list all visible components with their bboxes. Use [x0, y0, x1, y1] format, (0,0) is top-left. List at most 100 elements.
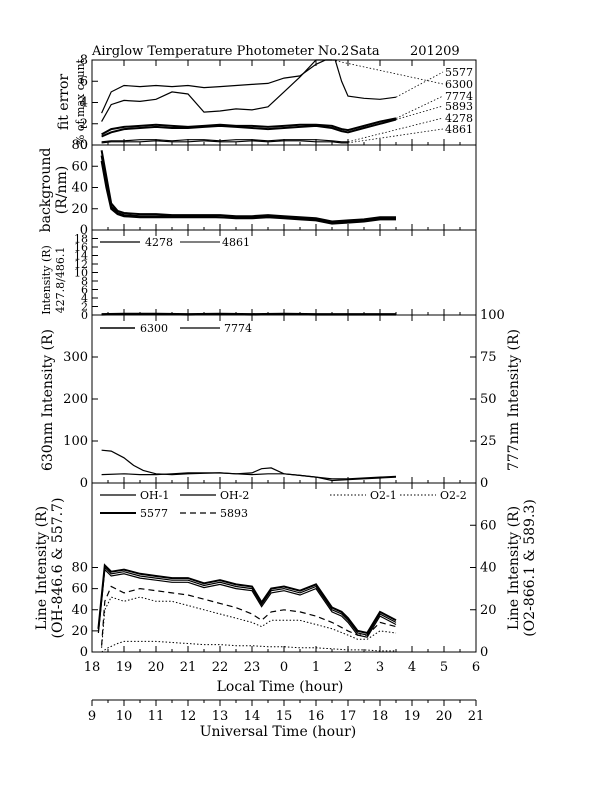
fit-error-legend-5893: 5893 — [445, 100, 473, 113]
panel-1-ytick-label-left: 20 — [71, 202, 88, 217]
universal-time-tick-label: 15 — [276, 709, 293, 724]
panel-2-ytick-label-left: 8 — [81, 275, 88, 288]
line-intensity-series-O2-1 — [101, 640, 396, 653]
panel-2-ytick-label-left: 2 — [81, 301, 88, 314]
background-ylabel-line1: background — [38, 148, 54, 233]
background-series-6300 — [100, 155, 396, 224]
line-intensity-series-5893 — [101, 585, 397, 646]
universal-time-tick-label: 10 — [116, 709, 133, 724]
panel-2-ytick-label-left: 18 — [74, 233, 88, 246]
fit-error-legend-6300: 6300 — [445, 78, 473, 91]
panel-2-ytick-label-left: 12 — [74, 258, 88, 271]
universal-time-tick-label: 17 — [340, 709, 357, 724]
local-time-tick-label: 4 — [408, 660, 416, 675]
local-time-tick-label: 23 — [244, 660, 261, 675]
chart-title-date: 201209 — [410, 44, 460, 59]
blue-intensity-ylabel: Intensity (R) 427.8/486.1 — [40, 245, 67, 315]
universal-time-tick-label: 13 — [212, 709, 229, 724]
line-intensity-ylabel-left-line2: (OH-846.6 & 557.7) — [50, 498, 66, 639]
line-intensity-legend-label-O2-2: O2-2 — [440, 489, 467, 502]
panel-2-ytick-label-left: 4 — [81, 292, 88, 305]
local-time-tick-label: 1 — [312, 660, 320, 675]
fit-error-ylabel-line2: % of max count — [74, 58, 87, 145]
panel-1-ytick-label-left: 0 — [80, 223, 88, 238]
fit-error-ylabel: fit error % of max count — [56, 58, 87, 145]
local-time-tick-label: 5 — [440, 660, 448, 675]
panel-0-ytick-label-left: 8 — [80, 53, 88, 68]
line-intensity-legend-label-OH-2: OH-2 — [220, 489, 249, 502]
panel-4-ytick-label-left: 60 — [71, 582, 88, 597]
local-time-axis-label: Local Time (hour) — [217, 679, 344, 695]
fit-error-series-4861 — [101, 140, 348, 144]
universal-time-axis-label: Universal Time (hour) — [200, 724, 357, 740]
line-intensity-ylabel-right-line2: (O2-866.1 & 589.3) — [522, 499, 538, 637]
background-ylabel-line2: (R/nm) — [54, 166, 70, 214]
local-time-tick-label: 2 — [344, 660, 352, 675]
fit-error-legend-7774: 7774 — [445, 90, 473, 103]
local-time-tick-label: 18 — [84, 660, 101, 675]
panel-3-ytick-label-left: 0 — [80, 476, 88, 491]
panel-3-ytick-label-left: 300 — [63, 350, 88, 365]
line-intensity-ylabel-left: Line Intensity (R) (OH-846.6 & 557.7) — [34, 498, 66, 639]
panel-0-ytick-label-left: 4 — [80, 96, 88, 111]
fit-error-leader-5893 — [395, 105, 444, 120]
local-time-tick-label: 22 — [212, 660, 229, 675]
fit-error-series-4278 — [101, 139, 348, 143]
blue-intensity-series-4861 — [101, 313, 396, 316]
panel-3-ytick-label-left: 100 — [63, 434, 88, 449]
fit-error-legend-4861: 4861 — [445, 123, 473, 136]
panel-2-ytick-label-left: 6 — [81, 284, 88, 297]
panel-4-ytick-label-right: 40 — [480, 561, 497, 576]
line-intensity-legend-label-5893: 5893 — [220, 507, 248, 520]
local-time-tick-label: 6 — [472, 660, 480, 675]
panel-2-ytick-label-left: 16 — [74, 241, 88, 254]
line-intensity-ylabel-right-line1: Line Intensity (R) — [506, 506, 522, 630]
panel-0-ytick-label-left: 0 — [80, 138, 88, 153]
universal-time-tick-label: 21 — [468, 709, 485, 724]
universal-time-tick-label: 11 — [148, 709, 165, 724]
universal-time-tick-label: 14 — [244, 709, 261, 724]
panel-3-ytick-label-right: 100 — [480, 308, 505, 323]
panel-4-ytick-label-left: 20 — [71, 624, 88, 639]
blue-intensity-ylabel-line1: Intensity (R) — [40, 245, 53, 315]
fit-error-legend-5577: 5577 — [445, 66, 473, 79]
fit-error-leader-4278 — [347, 117, 444, 143]
local-time-tick-label: 20 — [148, 660, 165, 675]
panel-oxygen-frame — [91, 314, 477, 484]
oxygen-legend-label-6300: 6300 — [140, 322, 168, 335]
line-intensity-legend-label-O2-1: O2-1 — [370, 489, 397, 502]
universal-time-tick-label: 12 — [180, 709, 197, 724]
local-time-tick-label: 0 — [280, 660, 288, 675]
line-intensity-legend-label-OH-1: OH-1 — [140, 489, 169, 502]
panel-4-ytick-label-right: 20 — [480, 603, 497, 618]
panel-0-ytick-label-left: 2 — [80, 117, 88, 132]
panel-4-ytick-label-left: 80 — [71, 561, 88, 576]
chart-title-instrument: Airglow Temperature Photometer No.2 — [91, 44, 349, 59]
panel-3-ytick-label-left: 200 — [63, 392, 88, 407]
panel-4-ytick-label-right: 60 — [480, 518, 497, 533]
line-intensity-legend-label-5577: 5577 — [140, 507, 168, 520]
fit-error-series-7774 — [101, 117, 397, 136]
fit-error-leader-4861 — [347, 128, 444, 144]
local-time-tick-label: 3 — [376, 660, 384, 675]
panel-3-ytick-label-right: 25 — [480, 434, 497, 449]
fit-error-ylabel-line1: fit error — [56, 74, 72, 131]
oxygen-ylabel-left: 630nm Intensity (R) — [40, 329, 56, 471]
line-intensity-series-OH-1 — [97, 566, 397, 636]
panel-2-ytick-label-left: 10 — [74, 267, 88, 280]
line-intensity-ylabel-right: Line Intensity (R) (O2-866.1 & 589.3) — [506, 499, 538, 637]
panel-1-ytick-label-left: 60 — [71, 159, 88, 174]
fit-error-series-5577 — [101, 59, 397, 114]
panel-3-ytick-label-right: 75 — [480, 350, 497, 365]
panel-0-ytick-label-left: 6 — [80, 74, 88, 89]
universal-time-tick-label: 16 — [308, 709, 325, 724]
fit-error-leader-6300 — [331, 59, 444, 85]
background-series-7774 — [100, 160, 396, 225]
universal-time-tick-label: 18 — [372, 709, 389, 724]
panel-4-ytick-label-left: 40 — [71, 603, 88, 618]
background-ylabel: background (R/nm) — [38, 148, 70, 233]
blue-intensity-ylabel-line2: 427.8/486.1 — [54, 247, 67, 314]
oxygen-ylabel-right: 777nm Intensity (R) — [506, 329, 522, 471]
oxygen-series-7774 — [101, 472, 397, 480]
